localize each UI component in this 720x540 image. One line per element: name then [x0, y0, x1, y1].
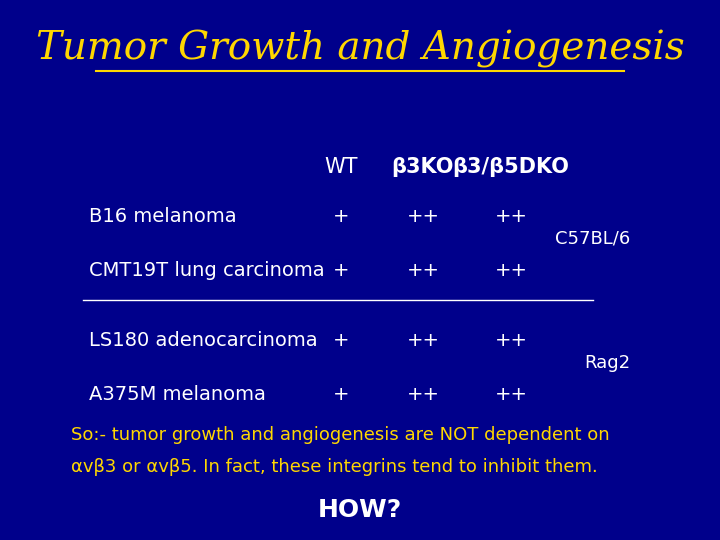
- Text: ++: ++: [495, 206, 528, 226]
- Text: A375M melanoma: A375M melanoma: [89, 384, 266, 404]
- Text: ++: ++: [495, 330, 528, 350]
- Text: +: +: [333, 206, 349, 226]
- Text: Rag2: Rag2: [585, 354, 631, 372]
- Text: C57BL/6: C57BL/6: [555, 230, 631, 248]
- Text: ++: ++: [495, 384, 528, 404]
- Text: +: +: [333, 384, 349, 404]
- Text: WT: WT: [325, 157, 358, 178]
- Text: So:- tumor growth and angiogenesis are NOT dependent on: So:- tumor growth and angiogenesis are N…: [71, 426, 609, 444]
- Text: HOW?: HOW?: [318, 498, 402, 522]
- Text: β3/β5DKO: β3/β5DKO: [453, 157, 570, 178]
- Text: ++: ++: [495, 260, 528, 280]
- Text: ++: ++: [406, 330, 439, 350]
- Text: LS180 adenocarcinoma: LS180 adenocarcinoma: [89, 330, 318, 350]
- Text: β3KO: β3KO: [392, 157, 454, 178]
- Text: B16 melanoma: B16 melanoma: [89, 206, 237, 226]
- Text: +: +: [333, 330, 349, 350]
- Text: αvβ3 or αvβ5. In fact, these integrins tend to inhibit them.: αvβ3 or αvβ5. In fact, these integrins t…: [71, 458, 598, 476]
- Text: ++: ++: [406, 384, 439, 404]
- Text: +: +: [333, 260, 349, 280]
- Text: Tumor Growth and Angiogenesis: Tumor Growth and Angiogenesis: [35, 30, 685, 68]
- Text: ++: ++: [406, 206, 439, 226]
- Text: CMT19T lung carcinoma: CMT19T lung carcinoma: [89, 260, 325, 280]
- Text: ++: ++: [406, 260, 439, 280]
